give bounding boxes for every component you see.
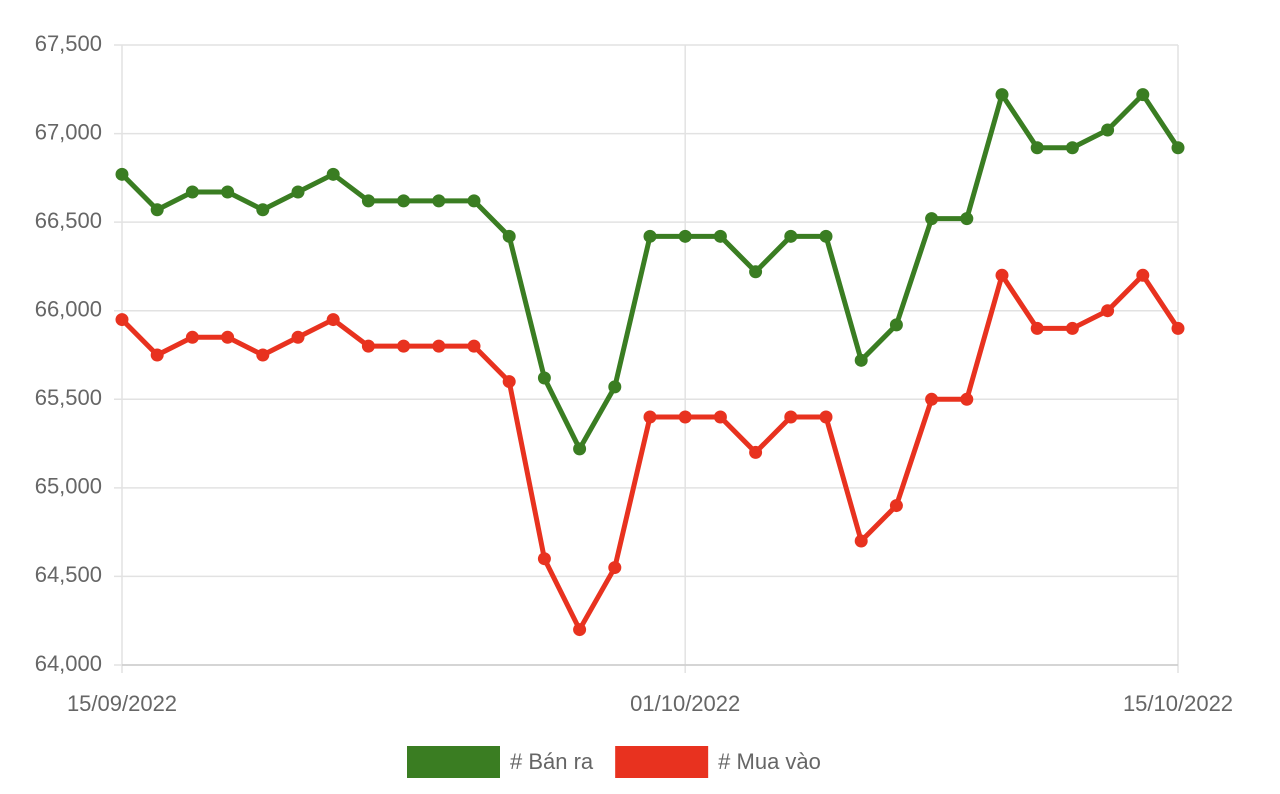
series-line [120, 92, 1181, 452]
data-point [1136, 88, 1150, 102]
data-point [960, 212, 974, 226]
data-point [467, 339, 481, 353]
data-point [889, 499, 903, 513]
data-point [889, 318, 903, 332]
legend-label: # Bán ra [510, 749, 594, 774]
data-point [221, 185, 235, 199]
data-point [1030, 141, 1044, 155]
data-point [185, 330, 199, 344]
data-point [502, 229, 516, 243]
data-point [960, 392, 974, 406]
legend-label: # Mua vào [718, 749, 821, 774]
data-point [150, 348, 164, 362]
data-point [643, 410, 657, 424]
x-tick-label: 01/10/2022 [630, 691, 740, 716]
data-point [784, 410, 798, 424]
data-point [854, 353, 868, 367]
data-point [432, 339, 446, 353]
data-point [1171, 321, 1185, 335]
data-point [467, 194, 481, 208]
data-point [819, 410, 833, 424]
legend-swatch [407, 746, 500, 778]
data-point [397, 194, 411, 208]
data-point [995, 88, 1009, 102]
x-tick-label: 15/09/2022 [67, 691, 177, 716]
data-point [221, 330, 235, 344]
data-point [361, 194, 375, 208]
data-point [326, 167, 340, 181]
y-tick-label: 65,000 [35, 474, 102, 499]
data-point [573, 442, 587, 456]
data-point [1065, 141, 1079, 155]
data-point [326, 313, 340, 327]
data-point [256, 203, 270, 217]
data-point [819, 229, 833, 243]
x-tick-label: 15/10/2022 [1123, 691, 1233, 716]
y-tick-label: 67,000 [35, 119, 102, 144]
legend-swatch [615, 746, 709, 778]
data-point [1101, 304, 1115, 318]
data-point [256, 348, 270, 362]
data-point [361, 339, 375, 353]
data-point [502, 375, 516, 389]
data-point [749, 265, 763, 279]
data-point [291, 330, 305, 344]
data-point [1030, 321, 1044, 335]
data-point [1171, 141, 1185, 155]
y-tick-label: 64,500 [35, 562, 102, 587]
data-point [854, 534, 868, 548]
y-tick-label: 66,000 [35, 297, 102, 322]
data-point [1101, 123, 1115, 137]
data-point [925, 212, 939, 226]
y-tick-label: 66,500 [35, 208, 102, 233]
data-point [608, 380, 622, 394]
data-point [608, 561, 622, 575]
data-point [749, 445, 763, 459]
y-tick-label: 67,500 [35, 31, 102, 56]
data-point [784, 229, 798, 243]
data-point [995, 268, 1009, 282]
data-point [397, 339, 411, 353]
data-point [150, 203, 164, 217]
y-tick-label: 64,000 [35, 651, 102, 676]
data-point [115, 313, 129, 327]
data-point [925, 392, 939, 406]
y-tick-label: 65,500 [35, 385, 102, 410]
data-point [115, 167, 129, 181]
data-point [713, 410, 727, 424]
data-point [678, 410, 692, 424]
data-point [678, 229, 692, 243]
data-point [291, 185, 305, 199]
data-point [1065, 321, 1079, 335]
data-point [713, 229, 727, 243]
data-point [1136, 268, 1150, 282]
data-point [185, 185, 199, 199]
data-point [643, 229, 657, 243]
data-point [537, 552, 551, 566]
data-point [432, 194, 446, 208]
data-point [573, 623, 587, 637]
data-point [537, 371, 551, 385]
